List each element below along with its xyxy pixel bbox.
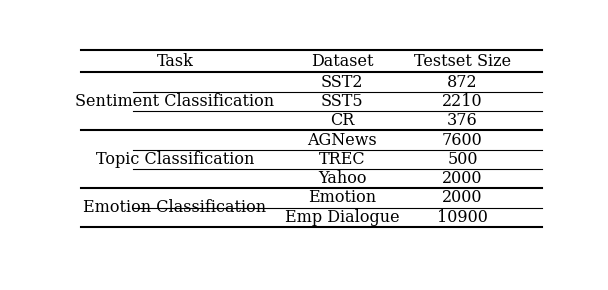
Text: 2210: 2210 <box>442 93 483 110</box>
Text: Emp Dialogue: Emp Dialogue <box>285 209 399 226</box>
Text: Yahoo: Yahoo <box>318 170 367 187</box>
Text: 872: 872 <box>447 74 478 91</box>
Text: Emotion Classification: Emotion Classification <box>83 199 266 216</box>
Text: Task: Task <box>156 53 193 70</box>
Text: CR: CR <box>330 112 354 129</box>
Text: 7600: 7600 <box>442 131 483 148</box>
Text: Dataset: Dataset <box>311 53 373 70</box>
Text: Topic Classification: Topic Classification <box>96 151 254 168</box>
Text: Sentiment Classification: Sentiment Classification <box>75 93 275 110</box>
Text: Emotion: Emotion <box>308 189 376 206</box>
Text: 10900: 10900 <box>437 209 488 226</box>
Text: AGNews: AGNews <box>308 131 377 148</box>
Text: TREC: TREC <box>319 151 365 168</box>
Text: SST5: SST5 <box>321 93 364 110</box>
Text: 2000: 2000 <box>442 170 483 187</box>
Text: SST2: SST2 <box>321 74 364 91</box>
Text: 376: 376 <box>447 112 478 129</box>
Text: 500: 500 <box>447 151 478 168</box>
Text: Testset Size: Testset Size <box>414 53 511 70</box>
Text: 2000: 2000 <box>442 189 483 206</box>
